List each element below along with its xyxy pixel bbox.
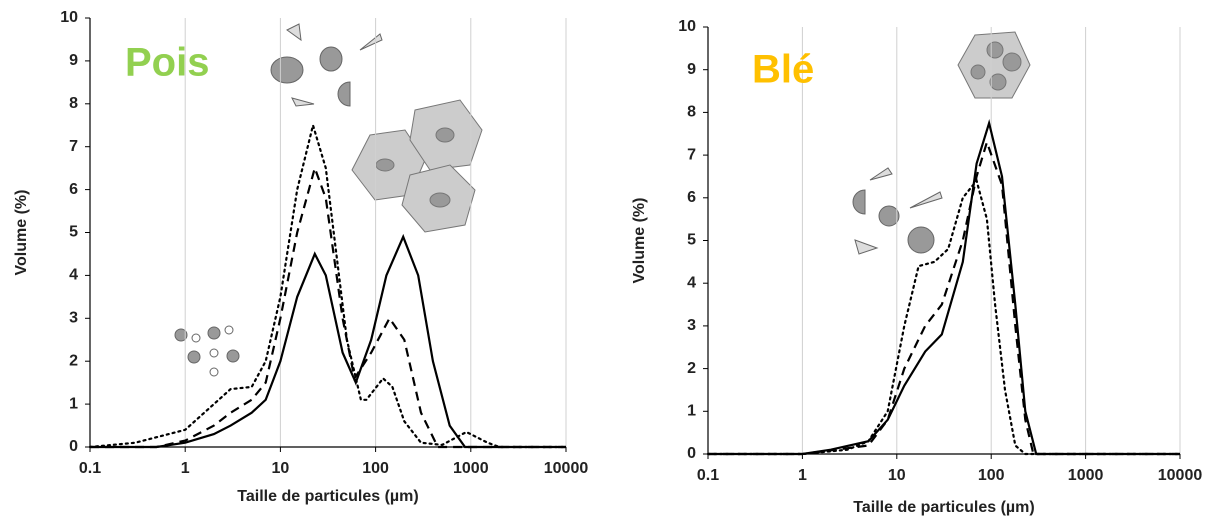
x-tick-label: 10 — [272, 460, 290, 477]
y-tick-label: 1 — [69, 395, 78, 412]
y-tick-label: 10 — [678, 18, 696, 35]
data-line — [706, 178, 1182, 456]
annotation: Pois — [125, 41, 209, 85]
y-tick-label: 5 — [687, 232, 696, 249]
y-tick-label: 8 — [687, 104, 696, 121]
x-axis-label: Taille de particules (µm) — [237, 488, 418, 505]
y-tick-label: 2 — [69, 352, 78, 369]
y-axis-label: Volume (%) — [13, 190, 30, 276]
y-tick-label: 3 — [69, 310, 78, 327]
x-tick-label: 10 — [888, 467, 906, 484]
y-tick-label: 9 — [687, 61, 696, 78]
x-axis-label: Taille de particules (µm) — [853, 499, 1034, 516]
y-axis-label: Volume (%) — [631, 198, 648, 284]
x-tick-label: 0.1 — [697, 467, 719, 484]
y-tick-label: 6 — [687, 189, 696, 206]
icon-small-particles — [174, 325, 240, 377]
x-tick-label: 0.1 — [79, 460, 101, 477]
y-tick-label: 7 — [687, 146, 696, 163]
icon-wheat-fragments — [852, 167, 943, 255]
x-tick-label: 1 — [798, 467, 807, 484]
y-tick-label: 2 — [687, 360, 696, 377]
x-tick-label: 100 — [978, 467, 1005, 484]
y-tick-label: 7 — [69, 138, 78, 155]
y-tick-label: 5 — [69, 224, 78, 241]
data-line — [708, 138, 1180, 456]
data-line — [90, 164, 566, 449]
x-tick-label: 10000 — [544, 460, 589, 477]
x-tick-label: 100 — [362, 460, 389, 477]
y-tick-label: 4 — [687, 274, 696, 291]
data-line — [90, 233, 566, 449]
icon-wheat-cell — [957, 31, 1031, 99]
y-tick-label: 6 — [69, 181, 78, 198]
data-line — [708, 118, 1180, 456]
icon-cells — [351, 99, 483, 233]
annotation: Blé — [752, 48, 814, 92]
y-tick-label: 8 — [69, 95, 78, 112]
icon-starch-fragments — [270, 23, 383, 107]
x-tick-label: 1000 — [1068, 467, 1104, 484]
y-tick-label: 3 — [687, 317, 696, 334]
x-tick-label: 10000 — [1158, 467, 1203, 484]
y-tick-label: 4 — [69, 267, 78, 284]
x-tick-label: 1000 — [453, 460, 489, 477]
y-tick-label: 9 — [69, 52, 78, 69]
x-tick-label: 1 — [181, 460, 190, 477]
data-line — [88, 121, 568, 449]
y-tick-label: 0 — [69, 438, 78, 455]
y-tick-label: 10 — [60, 9, 78, 26]
y-tick-label: 0 — [687, 445, 696, 462]
y-tick-label: 1 — [687, 403, 696, 420]
